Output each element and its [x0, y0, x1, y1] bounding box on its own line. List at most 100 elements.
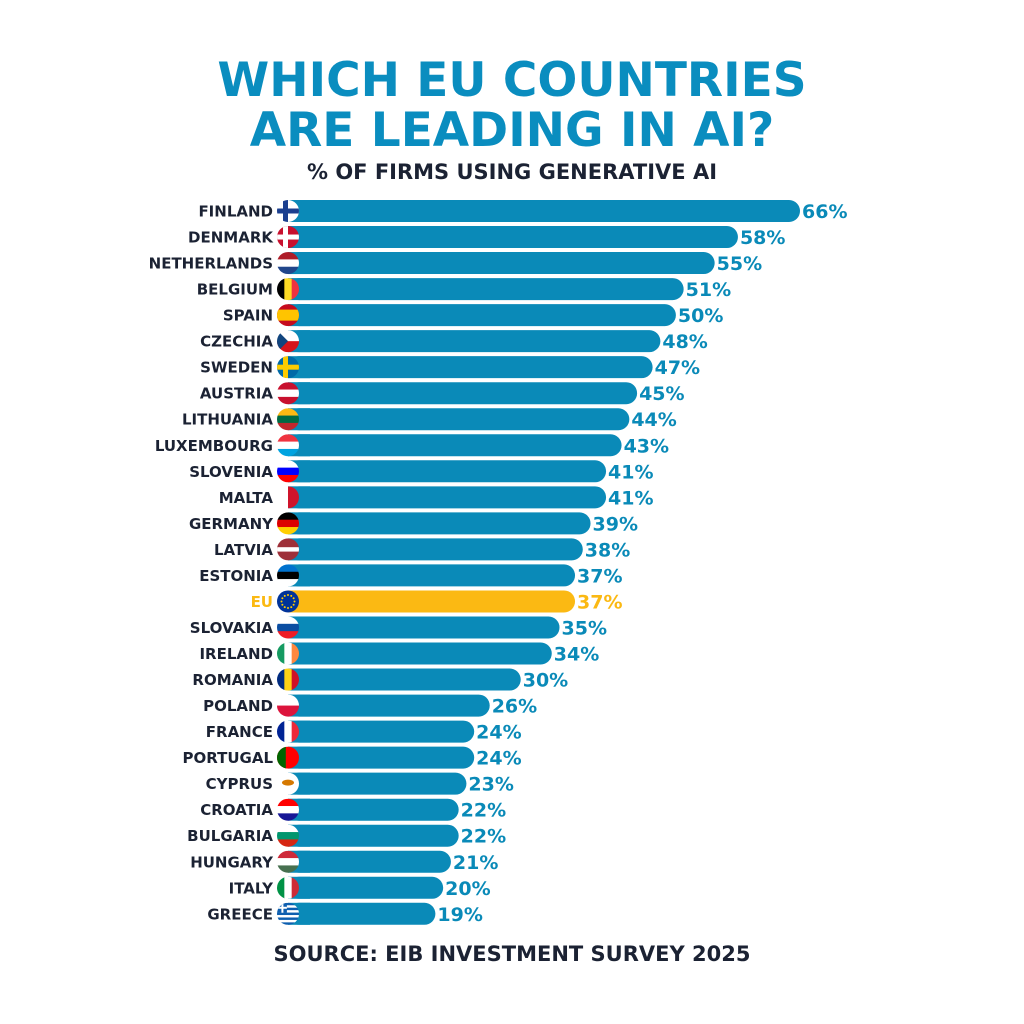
flag-icon-austria	[277, 382, 299, 405]
bar-france	[288, 720, 475, 743]
flag-icon-czechia	[277, 330, 299, 353]
value-label: 55%	[717, 253, 762, 275]
bar-ireland	[288, 642, 552, 665]
bar-spain	[288, 304, 676, 327]
bar-italy	[288, 876, 444, 899]
bar-latvia	[288, 538, 583, 561]
chart-subtitle: % OF FIRMS USING GENERATIVE AI	[306, 160, 718, 184]
bar-hungary	[288, 850, 451, 873]
flag-icon-sweden	[277, 356, 299, 379]
category-label: POLAND	[203, 697, 273, 715]
value-label: 24%	[476, 722, 521, 744]
category-label: CZECHIA	[200, 333, 273, 351]
source-note: SOURCE: EIB INVESTMENT SURVEY 2025	[273, 942, 751, 966]
category-label: LITHUANIA	[182, 411, 273, 429]
flag-icon-luxembourg	[277, 434, 299, 457]
value-label: 30%	[523, 670, 568, 692]
flag-icon-ireland	[277, 642, 299, 665]
value-label: 48%	[662, 331, 707, 353]
bar-slovakia	[288, 616, 560, 639]
category-label: SLOVENIA	[189, 463, 273, 481]
flag-icon-portugal	[277, 746, 299, 769]
category-label: IRELAND	[199, 645, 273, 663]
flag-icon-eu	[277, 590, 299, 613]
category-label: GREECE	[207, 905, 273, 923]
value-label: 66%	[802, 201, 847, 223]
flag-icon-lithuania	[277, 408, 299, 431]
value-label: 22%	[461, 800, 506, 822]
bar-netherlands	[288, 252, 715, 275]
flag-icon-malta	[277, 486, 299, 509]
value-label: 20%	[445, 878, 490, 900]
category-label: FINLAND	[198, 203, 273, 221]
value-label: 24%	[476, 748, 521, 770]
category-label: CROATIA	[200, 801, 273, 819]
category-label: GERMANY	[189, 515, 274, 533]
value-label: 19%	[437, 904, 482, 926]
value-label: 43%	[624, 435, 669, 457]
bar-malta	[288, 486, 607, 509]
category-label: LUXEMBOURG	[155, 437, 273, 455]
category-label: CYPRUS	[206, 775, 273, 793]
category-label: BULGARIA	[187, 827, 273, 845]
value-label: 50%	[678, 305, 723, 327]
category-label: DENMARK	[188, 229, 274, 247]
value-label: 45%	[639, 383, 684, 405]
bar-eu	[288, 590, 576, 613]
flag-icon-bulgaria	[277, 824, 299, 847]
chart-title-line-2: ARE LEADING IN AI?	[249, 103, 775, 158]
flag-icon-poland	[277, 694, 299, 717]
bar-luxembourg	[288, 434, 622, 457]
flag-icon-estonia	[277, 564, 299, 587]
bar-cyprus	[288, 772, 467, 795]
category-label: SLOVAKIA	[190, 619, 274, 637]
flag-icon-romania	[277, 668, 299, 691]
flag-icon-belgium	[277, 278, 299, 301]
value-label: 34%	[554, 644, 599, 666]
bar-belgium	[288, 278, 684, 301]
bar-finland	[288, 200, 800, 222]
bar-bulgaria	[288, 824, 459, 847]
flag-icon-netherlands	[277, 252, 299, 275]
bar-germany	[288, 512, 591, 535]
value-label: 41%	[608, 461, 653, 483]
category-label: ROMANIA	[192, 671, 273, 689]
bar-austria	[288, 382, 638, 405]
category-label: LATVIA	[214, 541, 273, 559]
flag-icon-denmark	[277, 226, 299, 249]
bar-denmark	[288, 226, 738, 249]
value-label: 58%	[740, 227, 785, 249]
value-label: 26%	[492, 696, 537, 718]
value-label: 38%	[585, 539, 630, 561]
bar-portugal	[288, 746, 475, 769]
flag-icon-finland	[277, 200, 299, 222]
category-label: BELGIUM	[197, 281, 273, 299]
category-label: ESTONIA	[199, 567, 273, 585]
chart-title-line-1: WHICH EU COUNTRIES	[217, 53, 807, 108]
bar-romania	[288, 668, 521, 691]
flag-icon-spain	[277, 304, 299, 327]
category-label: MALTA	[219, 489, 274, 507]
value-label: 23%	[468, 774, 513, 796]
bar-estonia	[288, 564, 576, 587]
flag-icon-hungary	[277, 850, 299, 873]
flag-icon-slovakia	[277, 616, 299, 639]
category-label: AUSTRIA	[200, 385, 273, 403]
value-label: 39%	[593, 513, 638, 535]
value-label: 37%	[577, 591, 622, 613]
value-label: 51%	[686, 279, 731, 301]
value-label: 47%	[655, 357, 700, 379]
flag-icon-croatia	[277, 798, 299, 821]
flag-icon-greece	[277, 902, 299, 925]
flag-icon-slovenia	[277, 460, 299, 483]
bar-greece	[288, 902, 436, 925]
bar-slovenia	[288, 460, 607, 483]
value-label: 41%	[608, 487, 653, 509]
category-label: SWEDEN	[200, 359, 273, 377]
value-label: 37%	[577, 565, 622, 587]
category-label: NETHERLANDS	[149, 255, 273, 273]
bar-sweden	[288, 356, 653, 379]
category-label: EU	[251, 593, 273, 611]
flag-icon-france	[277, 720, 299, 743]
